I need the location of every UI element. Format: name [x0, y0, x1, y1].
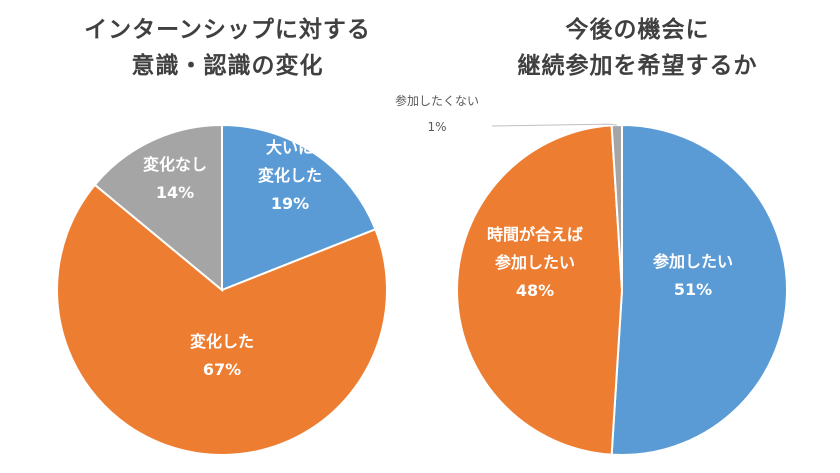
chart1-slice-3 [93, 123, 223, 293]
chart1-slice-2-label: 変化した 67% [190, 332, 254, 379]
chart1-slice-3-label: 変化なし 14% [143, 155, 207, 202]
chart2-slice-2 [456, 124, 624, 456]
pie-chart-2: 参加したい 51%時間が合えば参加したい 48%参加したくない 1% [395, 93, 788, 456]
chart1-slice-3-pct: 14% [156, 183, 194, 202]
chart2-title-line1: 今後の機会に [565, 17, 710, 43]
chart2-title-line2: 継続参加を希望するか [517, 53, 758, 79]
chart1-slice-1-name: 変化した [258, 166, 322, 185]
chart1-title-line1: インターンシップに対する [84, 17, 371, 43]
chart1-slice-2-name: 変化した [190, 332, 254, 351]
chart1-slice-1-name: 大いに [266, 138, 314, 157]
chart2-slice-2-label: 時間が合えば参加したい 48% [487, 225, 583, 300]
chart2-slice-1 [610, 123, 788, 456]
chart2-slice-2-name: 時間が合えば [487, 225, 583, 244]
chart2-slice-3 [610, 123, 623, 291]
chart1-slice-3-name: 変化なし [143, 155, 207, 174]
chart2-slice-3-name: 参加したくない [395, 93, 479, 108]
chart2-slice-3-label: 参加したくない 1% [395, 93, 479, 134]
chart1-slice-2 [56, 183, 388, 456]
chart2-slice-1-pct: 51% [674, 280, 712, 299]
chart1-slice-1-pct: 19% [271, 194, 309, 213]
chart2-slice-3-leader-line [491, 123, 617, 127]
chart2-slice-3-pct: 1% [427, 120, 446, 134]
chart2-slice-1-name: 参加したい [653, 252, 733, 271]
chart2-title: 今後の機会に 継続参加を希望するか [440, 12, 835, 84]
chart2-slice-2-pct: 48% [516, 281, 554, 300]
chart1-title-line2: 意識・認識の変化 [131, 53, 324, 79]
chart2-slice-2-name: 参加したい [495, 253, 575, 272]
chart1-slice-1-label: 大いに変化した 19% [258, 138, 322, 213]
chart2-slice-1-label: 参加したい 51% [653, 252, 733, 299]
chart1-slice-1 [221, 123, 377, 292]
pie-chart-1: 大いに変化した 19% 変化した 67% 変化なし 14% [56, 123, 388, 456]
chart1-slice-2-pct: 67% [203, 360, 241, 379]
chart1-title: インターンシップに対する 意識・認識の変化 [30, 12, 425, 84]
